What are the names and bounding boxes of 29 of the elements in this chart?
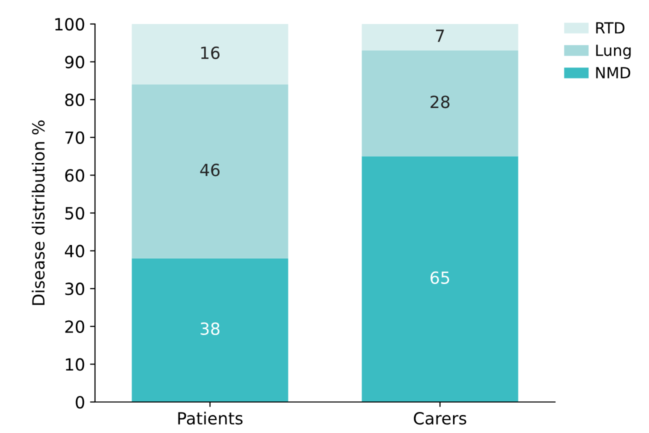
bar — [362, 24, 518, 50]
y-tick-label: 90 — [65, 56, 84, 68]
bar — [132, 258, 288, 402]
data-label: 16 — [201, 46, 220, 60]
x-tick-label: Patients — [178, 412, 243, 425]
data-label: 65 — [430, 271, 450, 284]
y-tick-label: 70 — [65, 131, 84, 144]
y-tick-label: 80 — [65, 94, 84, 106]
legend-label: RTD — [596, 22, 624, 34]
legend-label: NMD — [596, 67, 630, 78]
y-tick-label: 30 — [65, 282, 84, 296]
x-tick-label: Carers — [414, 412, 466, 425]
y-tick-label: 10 — [66, 358, 84, 371]
bar — [132, 24, 288, 84]
data-label: 46 — [200, 164, 220, 176]
y-tick-label: 50 — [65, 206, 84, 220]
bar — [362, 156, 518, 402]
bar — [132, 84, 288, 258]
y-tick-label: 20 — [65, 320, 84, 333]
y-tick-label: 60 — [65, 169, 84, 182]
legend-label: Lung — [596, 44, 631, 60]
y-tick-label: 100 — [55, 18, 84, 31]
data-label: 28 — [430, 96, 450, 108]
bar — [362, 50, 518, 156]
y-tick-label: 40 — [64, 244, 84, 258]
y-tick-label: 0 — [76, 396, 84, 409]
data-label: 7 — [436, 30, 444, 42]
data-label: 38 — [200, 322, 220, 336]
y-axis-title: Disease distribution % — [32, 120, 45, 305]
